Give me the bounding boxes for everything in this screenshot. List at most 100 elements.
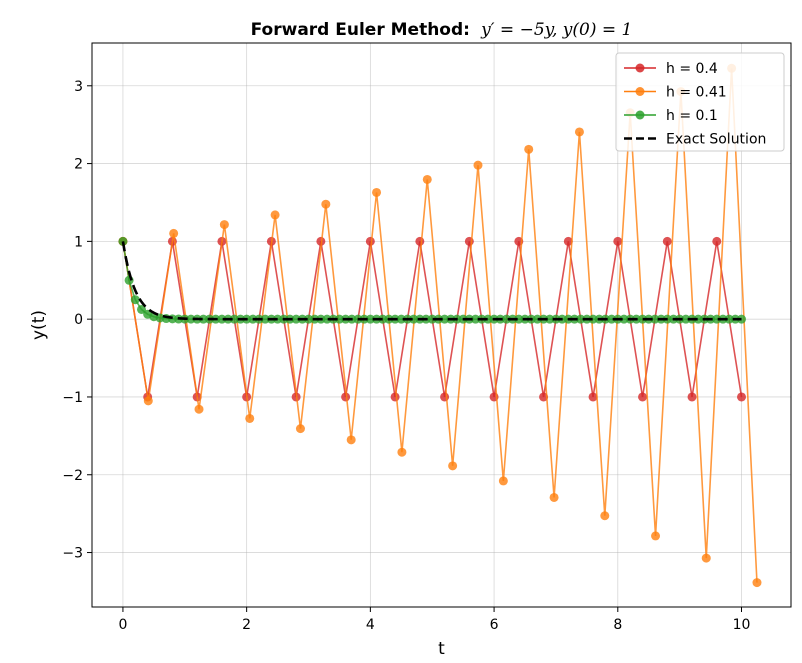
data-point bbox=[219, 220, 229, 230]
x-tick-label: 0 bbox=[118, 617, 127, 633]
y-tick-label: −1 bbox=[62, 390, 83, 406]
data-point bbox=[169, 228, 179, 238]
plot-frame bbox=[91, 42, 792, 608]
data-point bbox=[588, 392, 598, 402]
data-point bbox=[321, 199, 331, 209]
data-point bbox=[712, 314, 722, 324]
data-point bbox=[693, 314, 703, 324]
data-point bbox=[198, 314, 208, 324]
exact-solution-line bbox=[121, 241, 742, 321]
legend-marker bbox=[635, 87, 645, 96]
y-tick-label: 0 bbox=[74, 312, 83, 328]
data-point bbox=[737, 392, 747, 402]
data-point bbox=[194, 404, 204, 414]
data-point bbox=[390, 392, 400, 402]
data-point bbox=[440, 314, 450, 324]
data-point bbox=[229, 314, 239, 324]
y-tick-label: 2 bbox=[74, 157, 83, 173]
data-point bbox=[409, 314, 419, 324]
legend-entry: h = 0.4 bbox=[624, 61, 718, 77]
data-point bbox=[712, 236, 722, 246]
y-axis-label: y(t) bbox=[29, 310, 49, 340]
legend: h = 0.4 h = 0.41 h = 0.1 Exact Solution bbox=[615, 52, 785, 152]
legend-marker bbox=[635, 110, 645, 120]
x-tick-label: 2 bbox=[242, 617, 251, 633]
data-point bbox=[260, 314, 270, 324]
data-point bbox=[471, 314, 481, 324]
data-point bbox=[440, 392, 450, 402]
data-point bbox=[524, 144, 534, 154]
legend-marker bbox=[635, 63, 645, 73]
data-point bbox=[397, 447, 407, 457]
legend-label: Exact Solution bbox=[666, 132, 766, 148]
data-point bbox=[563, 236, 573, 246]
data-point bbox=[136, 304, 146, 314]
data-point bbox=[588, 314, 598, 324]
data-point bbox=[378, 314, 388, 324]
data-point bbox=[334, 314, 344, 324]
data-point bbox=[619, 314, 629, 324]
data-point bbox=[365, 236, 375, 246]
data-point bbox=[687, 392, 697, 402]
data-point bbox=[304, 314, 314, 324]
data-point bbox=[576, 314, 586, 324]
x-tick-label: 4 bbox=[366, 617, 375, 633]
data-point bbox=[473, 160, 483, 170]
data-point bbox=[322, 314, 332, 324]
data-point bbox=[681, 314, 691, 324]
chart-title: Forward Euler Method: y′ = −5y, y(0) = 1 bbox=[251, 20, 633, 40]
data-point bbox=[396, 314, 406, 324]
series-layer bbox=[118, 63, 762, 588]
x-tick-label: 10 bbox=[733, 617, 751, 633]
data-point bbox=[186, 314, 196, 324]
data-point bbox=[607, 314, 617, 324]
data-point bbox=[545, 314, 555, 324]
data-point bbox=[365, 314, 375, 324]
data-point bbox=[501, 314, 511, 324]
y-tick-label: −3 bbox=[62, 546, 83, 562]
data-point bbox=[124, 275, 134, 285]
data-point bbox=[514, 314, 524, 324]
legend-entry: Exact Solution bbox=[624, 132, 766, 148]
x-tick-label: 6 bbox=[490, 617, 499, 633]
legend-label: h = 0.41 bbox=[666, 85, 727, 101]
data-point bbox=[638, 314, 648, 324]
data-point bbox=[600, 511, 610, 521]
data-point bbox=[346, 435, 356, 445]
data-point bbox=[650, 314, 660, 324]
data-point bbox=[574, 127, 584, 137]
legend-entry: h = 0.1 bbox=[624, 108, 718, 124]
data-point bbox=[752, 578, 762, 588]
data-point bbox=[291, 314, 301, 324]
data-point bbox=[217, 314, 227, 324]
data-point bbox=[422, 174, 432, 184]
data-point bbox=[638, 392, 648, 402]
data-point bbox=[483, 314, 493, 324]
data-point bbox=[724, 314, 734, 324]
data-point bbox=[498, 476, 508, 486]
data-point bbox=[701, 553, 711, 563]
data-point bbox=[270, 210, 280, 220]
y-tick-label: −2 bbox=[62, 468, 83, 484]
data-point bbox=[651, 531, 661, 541]
data-point bbox=[549, 492, 559, 502]
legend-entry: h = 0.41 bbox=[624, 85, 727, 101]
title-math: y′ = −5y, y(0) = 1 bbox=[480, 20, 632, 40]
data-point bbox=[295, 424, 305, 434]
data-point bbox=[613, 236, 623, 246]
data-point bbox=[372, 187, 382, 197]
data-point bbox=[532, 314, 542, 324]
data-point bbox=[415, 236, 425, 246]
data-point bbox=[130, 295, 140, 305]
legend-box bbox=[615, 52, 785, 152]
x-tick-label: 8 bbox=[613, 617, 622, 633]
data-point bbox=[341, 392, 351, 402]
data-point bbox=[427, 314, 437, 324]
data-point bbox=[448, 461, 458, 471]
y-tick-label: 3 bbox=[74, 79, 83, 95]
data-point bbox=[662, 236, 672, 246]
legend-label: h = 0.4 bbox=[666, 61, 718, 77]
x-axis-label: t bbox=[438, 639, 445, 659]
